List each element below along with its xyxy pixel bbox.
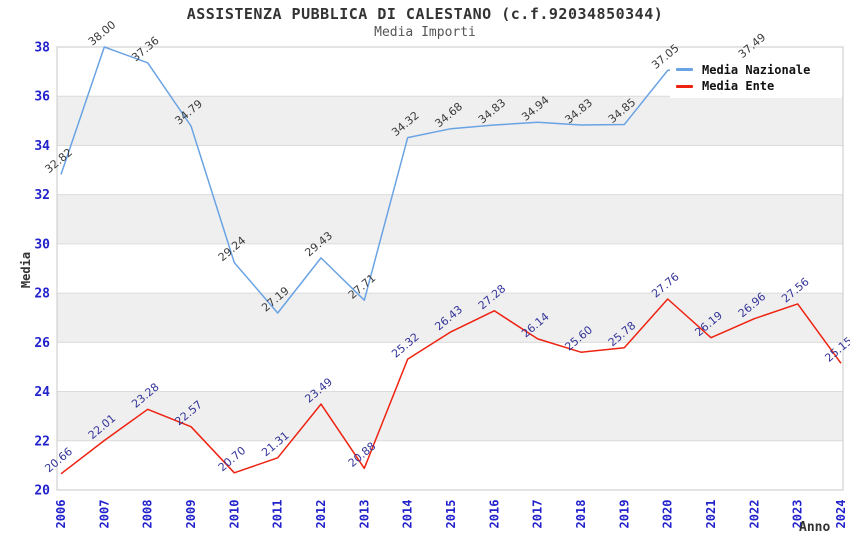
x-tick-label: 2006 — [54, 500, 68, 529]
y-tick-label: 28 — [34, 287, 50, 302]
legend-line-sample-blue — [676, 68, 693, 72]
y-tick-label: 24 — [34, 385, 50, 400]
x-tick-label: 2013 — [357, 500, 371, 529]
x-axis-title: Anno — [799, 520, 831, 535]
series-line-media-nazionale — [60, 46, 755, 314]
y-tick-label: 36 — [34, 90, 50, 105]
chart-legend: Media Nazionale Media Ente — [670, 58, 842, 98]
y-tick-label: 22 — [34, 434, 50, 449]
x-tick-label: 2023 — [791, 500, 805, 529]
x-tick-label: 2015 — [444, 500, 458, 529]
y-axis-title: Media — [19, 251, 33, 289]
x-tick-label: 2017 — [531, 500, 545, 529]
y-tick-label: 26 — [34, 336, 50, 351]
x-tick-label: 2019 — [617, 500, 631, 529]
legend-item-media-nazionale: Media Nazionale — [676, 63, 842, 77]
x-tick-label: 2011 — [271, 500, 285, 529]
x-tick-label: 2014 — [401, 500, 415, 529]
plot-band — [57, 194, 843, 244]
plot-border — [56, 46, 844, 491]
y-tick-label: 30 — [34, 237, 50, 252]
x-tick-label: 2010 — [227, 500, 241, 529]
legend-label: Media Ente — [702, 79, 775, 94]
y-tick-label: 34 — [34, 139, 50, 154]
legend-line-sample-red — [676, 84, 693, 88]
plot-band — [57, 391, 843, 441]
x-tick-label: 2007 — [97, 500, 111, 529]
legend-item-media-ente: Media Ente — [676, 79, 842, 93]
x-tick-label: 2020 — [661, 500, 675, 529]
x-tick-label: 2018 — [574, 500, 588, 529]
x-tick-label: 2022 — [747, 500, 761, 529]
x-tick-label: 2009 — [184, 500, 198, 529]
y-tick-label: 32 — [34, 188, 50, 203]
y-tick-label: 38 — [34, 41, 50, 56]
y-tick-label: 20 — [34, 484, 50, 499]
x-tick-label: 2008 — [141, 500, 155, 529]
x-tick-label: 2012 — [314, 500, 328, 529]
x-tick-label: 2021 — [704, 500, 718, 529]
chart-title: ASSISTENZA PUBBLICA DI CALESTANO (c.f.92… — [186, 5, 664, 23]
plot-band — [57, 293, 843, 343]
series-line-media-ente — [60, 298, 842, 475]
legend-label: Media Nazionale — [702, 62, 811, 77]
chart-subtitle: Media Importi — [374, 25, 476, 40]
x-tick-label: 2024 — [834, 500, 848, 529]
value-label-media-ente: 20.66 — [43, 445, 75, 475]
x-tick-label: 2016 — [487, 500, 501, 529]
